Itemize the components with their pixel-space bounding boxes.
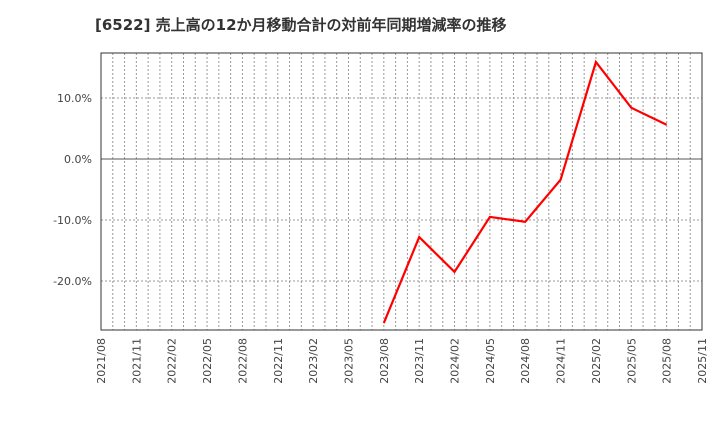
y-tick-label: -20.0% <box>53 275 92 288</box>
x-tick-label: 2024/08 <box>519 338 532 384</box>
x-tick-label: 2021/08 <box>95 338 108 384</box>
chart-title: [6522] 売上高の12か月移動合計の対前年同期増減率の推移 <box>95 16 507 34</box>
y-tick-label: 0.0% <box>64 153 92 166</box>
y-tick-label: -10.0% <box>53 214 92 227</box>
x-tick-label: 2023/11 <box>413 338 426 384</box>
x-tick-label: 2022/11 <box>272 338 285 384</box>
x-tick-label: 2025/02 <box>590 338 603 384</box>
x-tick-label: 2024/05 <box>484 338 497 384</box>
x-tick-label: 2021/11 <box>130 338 143 384</box>
x-tick-label: 2022/08 <box>236 338 249 384</box>
y-axis-ticks: 10.0% 0.0% -10.0% -20.0% <box>53 92 92 288</box>
plot-frame <box>100 52 703 331</box>
x-tick-label: 2024/11 <box>555 338 568 384</box>
axes <box>100 52 703 331</box>
x-axis-ticks: 2021/08 2021/11 2022/02 2022/05 2022/08 2022/… <box>95 338 709 384</box>
x-tick-label: 2025/05 <box>625 338 638 384</box>
x-tick-label: 2023/08 <box>378 338 391 384</box>
y-tick-label: 10.0% <box>57 92 92 105</box>
x-tick-label: 2022/02 <box>166 338 179 384</box>
grid-lines <box>101 53 702 330</box>
x-tick-label: 2023/02 <box>307 338 320 384</box>
x-tick-label: 2023/05 <box>342 338 355 384</box>
series-line <box>382 59 668 324</box>
x-tick-label: 2022/05 <box>201 338 214 384</box>
x-tick-label: 2025/11 <box>696 338 709 384</box>
x-tick-label: 2024/02 <box>449 338 462 384</box>
x-tick-label: 2025/08 <box>661 338 674 384</box>
